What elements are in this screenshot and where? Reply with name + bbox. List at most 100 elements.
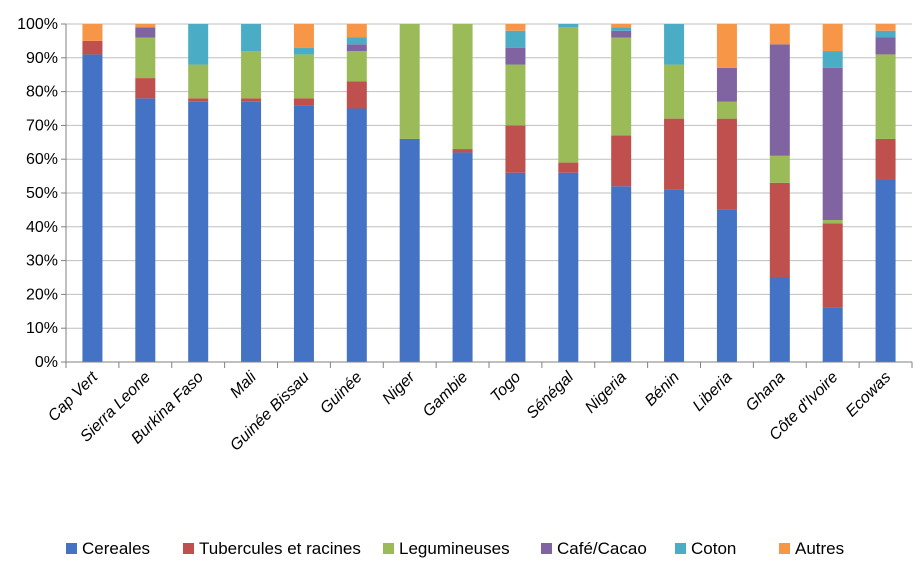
legend-label: Cereales	[82, 539, 150, 558]
bar-segment	[716, 101, 737, 119]
bar-segment	[505, 125, 526, 173]
legend-swatch	[675, 543, 686, 554]
bar-segment	[875, 179, 896, 362]
x-tick-label: Bénin	[642, 369, 683, 410]
bar-segment	[769, 24, 790, 45]
legend-swatch	[541, 543, 552, 554]
bar-segment	[241, 51, 262, 99]
bar-segment	[135, 27, 156, 38]
bar-segment	[346, 81, 367, 109]
bar-segment	[399, 138, 420, 362]
bar-segment	[188, 98, 209, 102]
bar-segment	[241, 24, 262, 52]
bar-segment	[188, 101, 209, 363]
bar-segment	[452, 152, 473, 362]
bar-segment	[82, 40, 103, 55]
bar-segment	[558, 162, 579, 173]
y-tick-label: 0%	[35, 354, 58, 371]
bar-segment	[822, 220, 843, 224]
bar-segment	[346, 108, 367, 362]
bar-segment	[558, 24, 579, 28]
bar-segment	[135, 98, 156, 363]
bar-segment	[188, 64, 209, 99]
bar-segment	[664, 24, 685, 65]
bar-segment	[611, 186, 632, 362]
y-tick-label: 70%	[26, 117, 58, 134]
bar-segment	[452, 24, 473, 150]
y-tick-label: 50%	[26, 185, 58, 202]
bar-segment	[822, 51, 843, 68]
legend-label: Autres	[795, 539, 844, 558]
bar-segment	[346, 37, 367, 45]
x-tick-label: Mali	[227, 368, 260, 401]
legend-swatch	[66, 543, 77, 554]
bar-segment	[875, 138, 896, 180]
legend-swatch	[383, 543, 394, 554]
bar-segment	[875, 30, 896, 38]
x-tick-label: Ghana	[743, 369, 789, 415]
bar-segment	[822, 67, 843, 221]
bar-segment	[875, 37, 896, 55]
bar-segment	[769, 44, 790, 156]
x-tick-label: Nigeria	[582, 369, 630, 417]
bars	[82, 24, 896, 363]
bar-segment	[716, 67, 737, 102]
bar-segment	[135, 78, 156, 99]
bar-segment	[505, 30, 526, 48]
bar-segment	[452, 149, 473, 153]
x-tick-label: Liberia	[690, 369, 736, 415]
bar-segment	[505, 64, 526, 126]
bar-segment	[611, 30, 632, 38]
bar-segment	[558, 27, 579, 163]
legend-label: Tubercules et racines	[199, 539, 361, 558]
legend-label: Coton	[691, 539, 736, 558]
legend-swatch	[779, 543, 790, 554]
bar-segment	[664, 189, 685, 362]
bar-segment	[241, 98, 262, 102]
bar-segment	[558, 172, 579, 362]
x-tick-label: Togo	[487, 369, 524, 406]
bar-segment	[769, 277, 790, 362]
y-tick-label: 20%	[26, 286, 58, 303]
bar-segment	[346, 51, 367, 82]
bar-segment	[135, 24, 156, 28]
bar-segment	[611, 37, 632, 136]
y-axis: 0% 10% 20% 30% 40% 50% 60% 70% 80% 90% 100%	[17, 16, 67, 371]
bar-segment	[505, 24, 526, 31]
bar-segment	[611, 24, 632, 28]
bar-segment	[293, 105, 314, 363]
legend-label: Legumineuses	[399, 539, 510, 558]
y-tick-label: 90%	[26, 50, 58, 67]
bar-segment	[716, 118, 737, 210]
x-tick-label: Guinée	[317, 369, 366, 418]
bar-segment	[875, 54, 896, 139]
legend: Cereales Tubercules et racines Legumineuse…	[66, 539, 844, 558]
bar-segment	[611, 27, 632, 31]
y-tick-label: 10%	[26, 320, 58, 337]
bar-segment	[769, 155, 790, 183]
legend-label: Café/Cacao	[557, 539, 647, 558]
x-tick-label: Ecowas	[843, 369, 895, 421]
legend-swatch	[183, 543, 194, 554]
bar-segment	[664, 64, 685, 119]
bar-segment	[188, 24, 209, 65]
bar-segment	[716, 209, 737, 362]
bar-segment	[822, 223, 843, 308]
bar-segment	[822, 307, 843, 362]
bar-segment	[293, 54, 314, 99]
bar-segment	[135, 37, 156, 79]
bar-segment	[293, 47, 314, 55]
bar-segment	[822, 24, 843, 52]
bar-segment	[716, 24, 737, 68]
bar-segment	[293, 24, 314, 48]
y-tick-label: 80%	[26, 84, 58, 101]
bar-segment	[82, 54, 103, 363]
bar-segment	[82, 24, 103, 41]
bar-segment	[399, 24, 420, 139]
bar-segment	[346, 24, 367, 38]
y-tick-label: 60%	[26, 151, 58, 168]
x-tick-label: Niger	[379, 368, 419, 408]
bar-segment	[664, 118, 685, 190]
